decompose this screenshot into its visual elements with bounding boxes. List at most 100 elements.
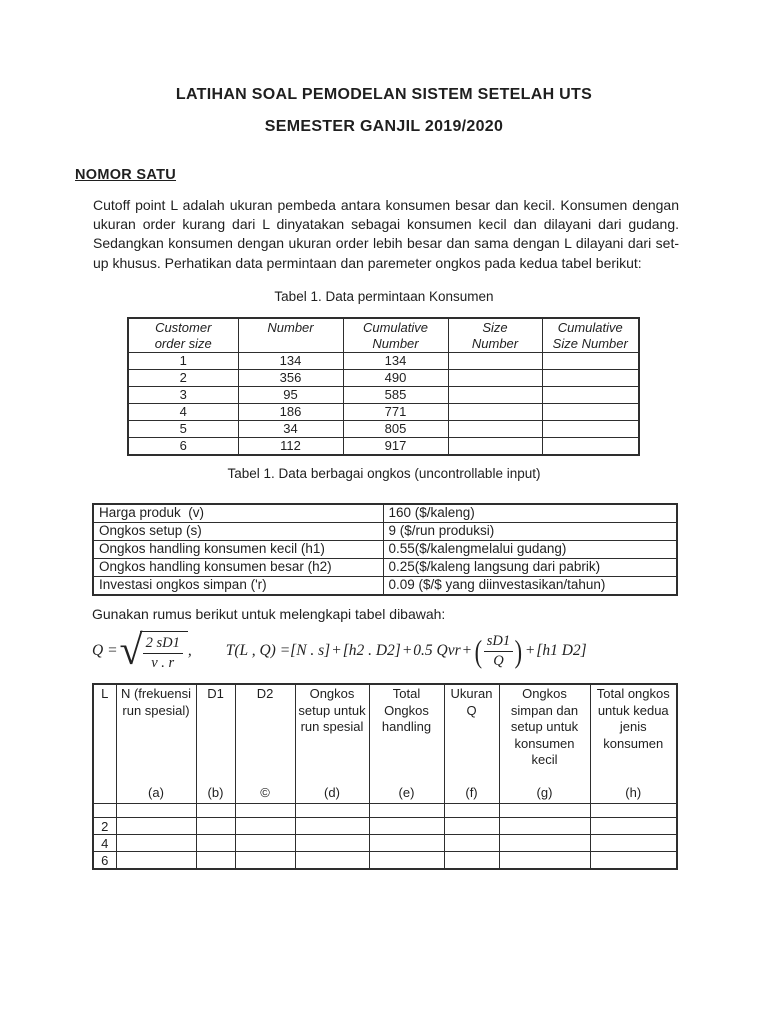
cost-label-cell: Harga produk (v)	[92, 503, 384, 523]
table-row: 1 134 134	[127, 352, 640, 370]
cost-value-cell: 0.55($/kalengmelalui gudang)	[382, 540, 678, 559]
table-cell	[115, 803, 197, 818]
table-row: 5 34 805	[127, 420, 640, 438]
table-row: 6	[92, 851, 678, 870]
table-row: 2 356 490	[127, 369, 640, 387]
table-cell: 2	[127, 369, 239, 387]
table-cell	[234, 851, 296, 870]
table-worksheet: L N (frekuensi run spesial) (a) D1 (b) D2 ©…	[92, 683, 678, 870]
table-cell: 6	[92, 851, 117, 870]
formula-t-equation: T(L , Q) = [N . s] + [h2 . D2] +0.5 Qvr + ( …	[225, 632, 587, 669]
column-header: Total Ongkos handling (e)	[368, 683, 445, 804]
table-cell	[195, 851, 236, 870]
formula-q-equation: Q = √ 2 sD1 v . r ,	[92, 627, 192, 674]
table-cell: 134	[342, 352, 449, 370]
table-cell: 186	[237, 403, 344, 421]
document-title-line1: LATIHAN SOAL PEMODELAN SISTEM SETELAH UT…	[175, 86, 593, 103]
table-cell	[589, 834, 678, 852]
table-cell	[447, 369, 543, 387]
table-row: 4	[92, 834, 678, 852]
cost-label-cell: Ongkos handling konsumen kecil (h1)	[92, 540, 384, 559]
column-header: Size Number	[447, 317, 543, 353]
table-row: 4 186 771	[127, 403, 640, 421]
column-header: Ukuran Q (f)	[443, 683, 500, 804]
table-cell: 95	[237, 386, 344, 404]
table-cell	[498, 817, 591, 835]
column-header: Cumulative Number	[342, 317, 449, 353]
column-header: D2 ©	[234, 683, 296, 804]
cost-value-cell: 0.09 ($/$ yang diinvestasikan/tahun)	[382, 576, 678, 596]
formula-intro-text: Gunakan rumus berikut untuk melengkapi t…	[92, 606, 446, 622]
fraction: sD1 Q	[483, 633, 514, 669]
table-cell: 134	[237, 352, 344, 370]
table2-caption: Tabel 1. Data berbagai ongkos (uncontrol…	[227, 466, 541, 481]
table-cell	[368, 817, 445, 835]
table-cell: 3	[127, 386, 239, 404]
column-header: Ongkos setup untuk run spesial (d)	[294, 683, 370, 804]
square-root: √ 2 sD1 v . r	[119, 627, 188, 674]
table-cell: 490	[342, 369, 449, 387]
table-cell	[589, 851, 678, 870]
table-cell	[447, 352, 543, 370]
cost-label-cell: Ongkos handling konsumen besar (h2)	[92, 558, 384, 577]
cost-value-cell: 0.25($/kaleng langsung dari pabrik)	[382, 558, 678, 577]
problem-paragraph: Cutoff point L adalah ukuran pembeda ant…	[93, 197, 679, 271]
table-row	[92, 803, 678, 818]
table-row: Ongkos handling konsumen kecil (h1) 0.55…	[92, 540, 678, 559]
cost-value-cell: 9 ($/run produksi)	[382, 522, 678, 541]
table-cell: 356	[237, 369, 344, 387]
formula-q-lhs: Q =	[92, 642, 118, 659]
table-cell	[541, 437, 640, 456]
formula-t-lhs: T(L , Q) =	[225, 642, 291, 659]
table-cell	[443, 817, 500, 835]
table-cell	[541, 420, 640, 438]
table-cell: 5	[127, 420, 239, 438]
table-row: Ongkos setup (s) 9 ($/run produksi)	[92, 522, 678, 541]
column-header: D1 (b)	[195, 683, 236, 804]
table-cell	[447, 437, 543, 456]
table-cell	[368, 851, 445, 870]
table-cell	[498, 803, 591, 818]
document-title-line2: SEMESTER GANJIL 2019/2020	[264, 118, 504, 135]
table-row: 3 95 585	[127, 386, 640, 404]
column-header: Number	[237, 317, 344, 353]
table-row: Ongkos handling konsumen besar (h2) 0.25…	[92, 558, 678, 577]
table-cell: 4	[127, 403, 239, 421]
table-cell: 112	[237, 437, 344, 456]
open-paren: (	[474, 633, 483, 669]
table-row: Harga produk (v) 160 ($/kaleng)	[92, 503, 678, 523]
radical-sign: √	[119, 627, 143, 674]
table-cell	[195, 803, 236, 818]
table-cell	[498, 851, 591, 870]
table-cell	[443, 834, 500, 852]
table-cell	[294, 817, 370, 835]
table-header-row: Customer order size Number Cumulative Numb…	[127, 317, 640, 353]
table-cell: 585	[342, 386, 449, 404]
table-cell	[447, 420, 543, 438]
table-cell	[368, 803, 445, 818]
table-cell	[195, 834, 236, 852]
table-cell: 805	[342, 420, 449, 438]
table-data-permintaan-konsumen: Customer order size Number Cumulative Numb…	[127, 317, 640, 456]
table-cell	[589, 803, 678, 818]
table-cell	[447, 386, 543, 404]
table-row: Investasi ongkos simpan ('r) 0.09 ($/$ y…	[92, 576, 678, 596]
table-cell	[498, 834, 591, 852]
column-header: Ongkos simpan dan setup untuk konsumen k…	[498, 683, 591, 804]
fraction: 2 sD1 v . r	[142, 635, 183, 671]
table-cell	[234, 817, 296, 835]
table-cell: 1	[127, 352, 239, 370]
table-cell	[541, 352, 640, 370]
table-cell	[234, 834, 296, 852]
table-cell	[195, 817, 236, 835]
table-cell: 2	[92, 817, 117, 835]
table-cell: 34	[237, 420, 344, 438]
cost-label-cell: Ongkos setup (s)	[92, 522, 384, 541]
formula-block: Q = √ 2 sD1 v . r , T(L , Q) = [N . s] +[…	[92, 628, 587, 674]
formula-comma: ,	[187, 642, 192, 659]
column-header: N (frekuensi run spesial) (a)	[115, 683, 197, 804]
table-cell	[115, 851, 197, 870]
table-row: 2	[92, 817, 678, 835]
table-cell	[115, 834, 197, 852]
